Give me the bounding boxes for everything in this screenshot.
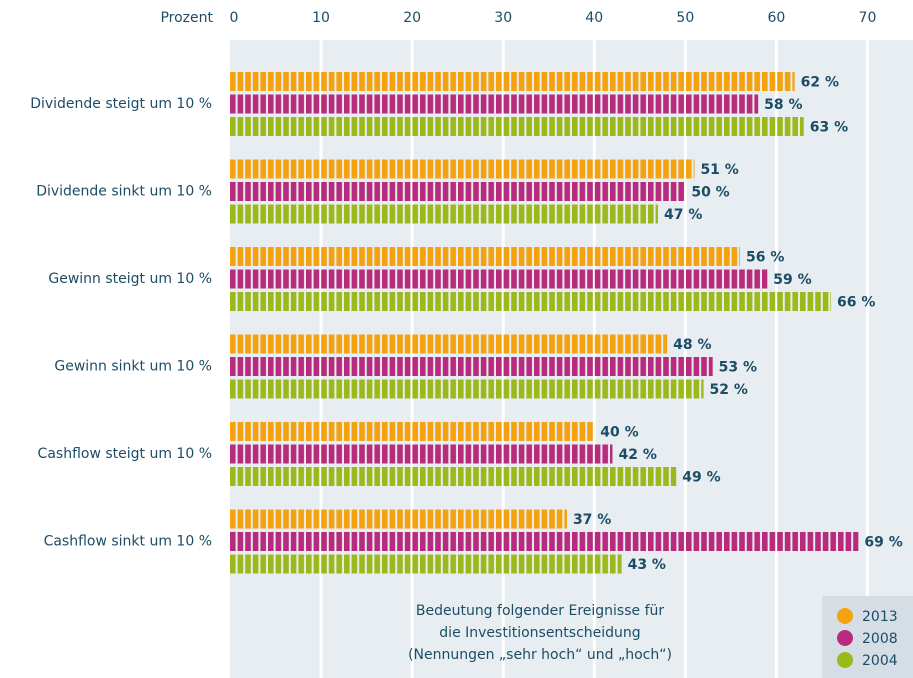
bar <box>230 72 795 91</box>
value-label: 50 % <box>691 185 729 201</box>
bar <box>230 444 613 464</box>
y-tick-label: Gewinn sinkt um 10 % <box>54 359 212 375</box>
value-label: 53 % <box>719 360 757 376</box>
value-label: 48 % <box>673 337 711 353</box>
x-tick-label: 40 <box>585 10 603 26</box>
bar <box>230 422 595 441</box>
value-label: 49 % <box>682 470 720 486</box>
bar <box>230 269 768 289</box>
value-label: 63 % <box>810 120 848 136</box>
bar <box>230 204 659 224</box>
y-tick-label: Dividende sinkt um 10 % <box>36 184 212 200</box>
legend-label: 2008 <box>862 631 898 647</box>
legend-label: 2013 <box>862 609 898 625</box>
y-tick-label: Cashflow sinkt um 10 % <box>44 534 212 550</box>
bar <box>230 379 704 399</box>
y-tick-label: Gewinn steigt um 10 % <box>48 271 212 287</box>
y-tick-label: Cashflow steigt um 10 % <box>38 446 212 462</box>
value-label: 56 % <box>746 250 784 266</box>
legend-swatch <box>837 608 853 624</box>
value-label: 42 % <box>618 447 656 463</box>
value-label: 66 % <box>837 295 875 311</box>
bar <box>230 117 804 136</box>
bar <box>230 292 832 311</box>
value-label: 40 % <box>600 425 638 441</box>
bar <box>230 247 740 266</box>
annotation: die Investitionsentscheidung <box>439 625 640 641</box>
value-label: 43 % <box>628 557 666 573</box>
x-tick-label: 30 <box>494 10 512 26</box>
x-axis-label: Prozent <box>160 10 213 26</box>
legend-label: 2004 <box>862 653 898 669</box>
x-tick-label: 0 <box>230 10 239 26</box>
value-label: 58 % <box>764 97 802 113</box>
bar <box>230 467 677 486</box>
bar <box>230 357 713 376</box>
x-tick-label: 20 <box>403 10 421 26</box>
bar <box>230 159 695 179</box>
y-tick-label: Dividende steigt um 10 % <box>30 96 212 112</box>
annotation: (Nennungen „sehr hoch“ und „hoch“) <box>408 647 672 663</box>
bar <box>230 94 759 114</box>
value-label: 51 % <box>700 162 738 178</box>
value-label: 69 % <box>864 535 902 551</box>
x-tick-label: 10 <box>312 10 330 26</box>
bar <box>230 182 686 201</box>
value-label: 37 % <box>573 512 611 528</box>
bar <box>230 532 859 551</box>
x-tick-label: 60 <box>767 10 785 26</box>
legend-swatch <box>837 652 853 668</box>
legend-swatch <box>837 630 853 646</box>
value-label: 59 % <box>773 272 811 288</box>
bar <box>230 554 622 574</box>
annotation: Bedeutung folgender Ereignisse für <box>416 603 665 619</box>
value-label: 52 % <box>710 382 748 398</box>
bar <box>230 509 567 529</box>
bar <box>230 334 668 354</box>
value-label: 47 % <box>664 207 702 223</box>
x-tick-label: 50 <box>676 10 694 26</box>
value-label: 62 % <box>801 75 839 91</box>
x-tick-label: 70 <box>859 10 877 26</box>
